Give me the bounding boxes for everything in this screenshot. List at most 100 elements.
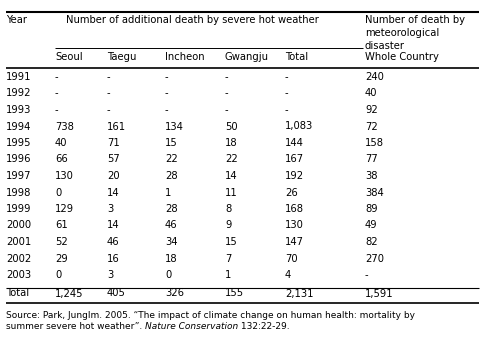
Text: 7: 7 [225,254,231,264]
Text: 129: 129 [55,204,74,214]
Text: 384: 384 [364,187,383,197]
Text: Number of additional death by severe hot weather: Number of additional death by severe hot… [66,15,318,25]
Text: 77: 77 [364,155,377,165]
Text: -: - [285,105,288,115]
Text: 3: 3 [107,204,113,214]
Text: Total: Total [285,52,307,62]
Text: 11: 11 [225,187,237,197]
Text: 1998: 1998 [6,187,31,197]
Text: 2,131: 2,131 [285,288,313,298]
Text: 2003: 2003 [6,270,31,280]
Text: 9: 9 [225,220,231,230]
Text: 14: 14 [107,220,120,230]
Text: 1: 1 [225,270,231,280]
Text: 192: 192 [285,171,303,181]
Text: 0: 0 [55,187,61,197]
Text: Gwangju: Gwangju [225,52,269,62]
Text: -: - [225,89,228,99]
Text: 29: 29 [55,254,68,264]
Text: Taegu: Taegu [107,52,136,62]
Text: 1997: 1997 [6,171,31,181]
Text: Incheon: Incheon [165,52,204,62]
Text: 0: 0 [55,270,61,280]
Text: 4: 4 [285,270,291,280]
Text: 40: 40 [364,89,377,99]
Text: 1991: 1991 [6,72,31,82]
Text: 72: 72 [364,121,377,131]
Text: 132:22-29.: 132:22-29. [238,322,289,331]
Text: 61: 61 [55,220,68,230]
Text: -: - [225,72,228,82]
Text: 161: 161 [107,121,126,131]
Text: -: - [165,89,168,99]
Text: 14: 14 [107,187,120,197]
Text: 130: 130 [285,220,303,230]
Text: 144: 144 [285,138,303,148]
Text: 2001: 2001 [6,237,31,247]
Text: 16: 16 [107,254,120,264]
Text: 167: 167 [285,155,303,165]
Text: 34: 34 [165,237,177,247]
Text: 158: 158 [364,138,383,148]
Text: 0: 0 [165,270,171,280]
Text: 82: 82 [364,237,377,247]
Text: 26: 26 [285,187,297,197]
Text: 20: 20 [107,171,120,181]
Text: -: - [285,72,288,82]
Text: 1: 1 [165,187,171,197]
Text: 22: 22 [225,155,237,165]
Text: 71: 71 [107,138,120,148]
Text: 50: 50 [225,121,237,131]
Text: -: - [107,105,110,115]
Text: -: - [107,89,110,99]
Text: -: - [165,105,168,115]
Text: 49: 49 [364,220,377,230]
Text: 168: 168 [285,204,303,214]
Text: 147: 147 [285,237,303,247]
Text: summer severe hot weather”.: summer severe hot weather”. [6,322,145,331]
Text: 738: 738 [55,121,74,131]
Text: 2002: 2002 [6,254,31,264]
Text: 57: 57 [107,155,120,165]
Text: 1993: 1993 [6,105,31,115]
Text: 1,083: 1,083 [285,121,313,131]
Text: 130: 130 [55,171,74,181]
Text: 22: 22 [165,155,177,165]
Text: -: - [55,72,59,82]
Text: 92: 92 [364,105,377,115]
Text: Total: Total [6,288,29,298]
Text: 15: 15 [165,138,177,148]
Text: 405: 405 [107,288,126,298]
Text: 1995: 1995 [6,138,31,148]
Text: -: - [285,89,288,99]
Text: 15: 15 [225,237,237,247]
Text: 270: 270 [364,254,383,264]
Text: 14: 14 [225,171,237,181]
Text: 326: 326 [165,288,183,298]
Text: Number of death by
meteorological
disaster: Number of death by meteorological disast… [364,15,464,51]
Text: 155: 155 [225,288,243,298]
Text: 8: 8 [225,204,231,214]
Text: -: - [225,105,228,115]
Text: 134: 134 [165,121,183,131]
Text: 40: 40 [55,138,67,148]
Text: -: - [107,72,110,82]
Text: 66: 66 [55,155,68,165]
Text: 1994: 1994 [6,121,31,131]
Text: 46: 46 [107,237,120,247]
Text: 1,591: 1,591 [364,288,393,298]
Text: -: - [55,89,59,99]
Text: 89: 89 [364,204,377,214]
Text: 3: 3 [107,270,113,280]
Text: 1992: 1992 [6,89,31,99]
Text: Seoul: Seoul [55,52,82,62]
Text: -: - [165,72,168,82]
Text: 240: 240 [364,72,383,82]
Text: 18: 18 [225,138,237,148]
Text: Whole Country: Whole Country [364,52,438,62]
Text: -: - [55,105,59,115]
Text: 1996: 1996 [6,155,31,165]
Text: 28: 28 [165,171,177,181]
Text: 2000: 2000 [6,220,31,230]
Text: Nature Conservation: Nature Conservation [145,322,238,331]
